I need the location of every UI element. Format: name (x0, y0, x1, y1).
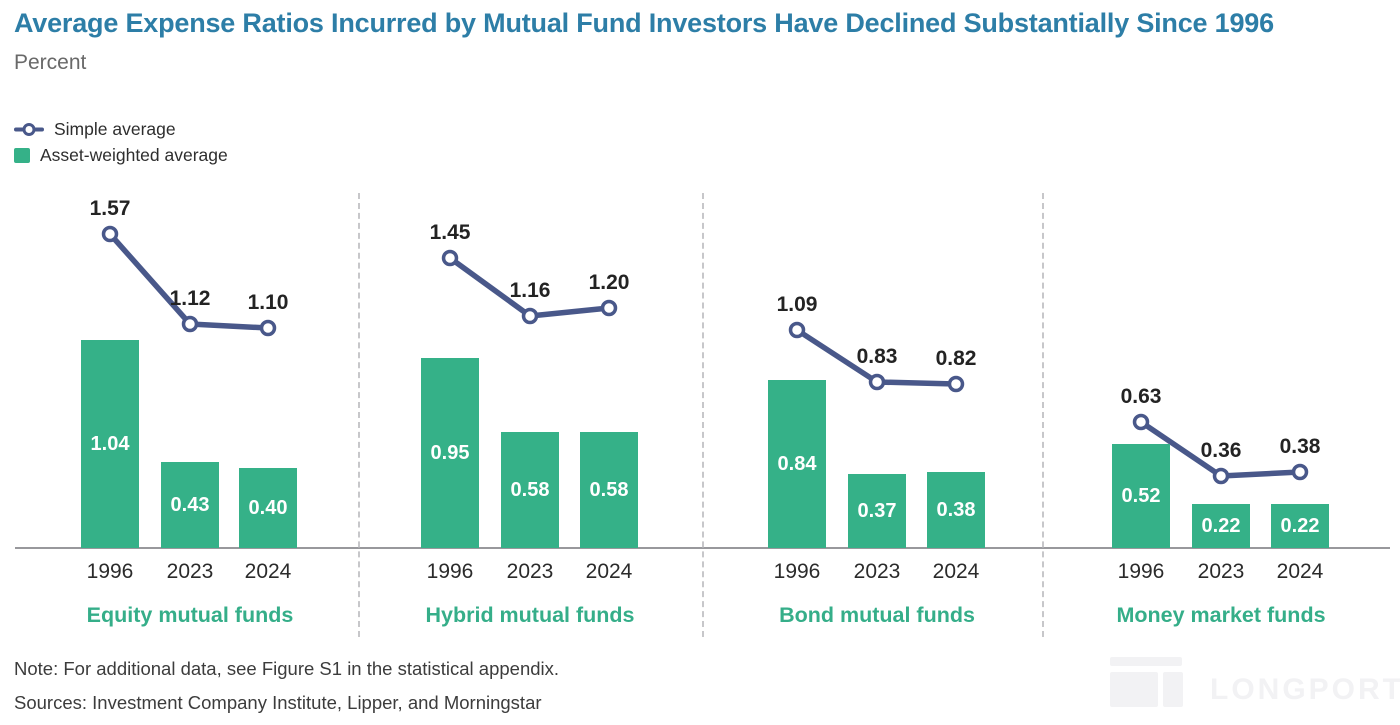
point-value-label-equity-mutual-funds-1996: 1.57 (89, 197, 131, 220)
bar-hybrid-mutual-funds-1996: 0.95 (421, 358, 479, 548)
point-value-label-money-market-funds-2024: 0.38 (1279, 435, 1321, 458)
bar-bond-mutual-funds-2024: 0.38 (927, 472, 985, 548)
bar-money-market-funds-1996: 0.52 (1112, 444, 1170, 548)
year-label-hybrid-mutual-funds-1996: 1996 (426, 560, 474, 583)
point-value-label-bond-mutual-funds-2023: 0.83 (856, 345, 898, 368)
year-label-money-market-funds-2023: 2023 (1197, 560, 1245, 583)
bar-value-label: 0.95 (430, 441, 470, 464)
note-text: Note: For additional data, see Figure S1… (14, 658, 560, 679)
line-point-bond-mutual-funds-2023 (868, 373, 886, 391)
point-value-label-money-market-funds-2023: 0.36 (1200, 439, 1242, 462)
bar-value-label: 0.58 (589, 478, 629, 501)
watermark-text: LONGPORT (1210, 673, 1400, 706)
line-point-money-market-funds-1996 (1132, 413, 1150, 431)
legend-label-simple-average: Simple average (54, 118, 176, 139)
panel-title-money-market-funds: Money market funds (1116, 603, 1326, 627)
bar-money-market-funds-2024: 0.22 (1271, 504, 1329, 548)
sources-text: Sources: Investment Company Institute, L… (14, 692, 542, 713)
year-label-equity-mutual-funds-2023: 2023 (166, 560, 214, 583)
bar-value-label: 0.40 (248, 496, 288, 519)
point-value-label-bond-mutual-funds-2024: 0.82 (935, 347, 977, 370)
point-value-label-money-market-funds-1996: 0.63 (1120, 385, 1162, 408)
bar-value-label: 0.22 (1201, 514, 1241, 537)
bar-equity-mutual-funds-2023: 0.43 (161, 462, 219, 548)
bar-money-market-funds-2023: 0.22 (1192, 504, 1250, 548)
line-marker-icon (14, 122, 44, 136)
year-label-bond-mutual-funds-2023: 2023 (853, 560, 901, 583)
panel-title-hybrid-mutual-funds: Hybrid mutual funds (425, 603, 635, 627)
year-label-equity-mutual-funds-1996: 1996 (86, 560, 134, 583)
panel-title-bond-mutual-funds: Bond mutual funds (779, 603, 975, 627)
bar-value-label: 1.04 (90, 432, 130, 455)
panel-divider-1 (357, 193, 360, 637)
axis-unit-label: Percent (14, 51, 87, 74)
bar-bond-mutual-funds-2023: 0.37 (848, 474, 906, 548)
line-point-bond-mutual-funds-2024 (947, 375, 965, 393)
square-marker-icon (14, 147, 30, 163)
legend: Simple average Asset-weighted average (14, 116, 228, 168)
bar-value-label: 0.58 (510, 478, 550, 501)
year-label-bond-mutual-funds-1996: 1996 (773, 560, 821, 583)
line-equity-mutual-funds (107, 231, 271, 331)
bar-bond-mutual-funds-1996: 0.84 (768, 380, 826, 548)
point-value-label-equity-mutual-funds-2024: 1.10 (247, 291, 289, 314)
point-value-label-bond-mutual-funds-1996: 1.09 (776, 293, 818, 316)
line-point-hybrid-mutual-funds-2024 (600, 299, 618, 317)
watermark-logo: LONGPORT (1105, 655, 1400, 710)
bar-value-label: 0.22 (1280, 514, 1320, 537)
year-label-equity-mutual-funds-2024: 2024 (244, 560, 292, 583)
panel-divider-3 (1042, 193, 1044, 637)
panel-title-equity-mutual-funds: Equity mutual funds (86, 603, 294, 627)
line-point-hybrid-mutual-funds-2023 (521, 307, 539, 325)
point-value-label-hybrid-mutual-funds-2023: 1.16 (509, 279, 551, 302)
bar-value-label: 0.52 (1121, 484, 1161, 507)
panel-divider-2 (702, 193, 704, 637)
bar-value-label: 0.38 (936, 498, 976, 521)
year-label-hybrid-mutual-funds-2024: 2024 (585, 560, 633, 583)
point-value-label-equity-mutual-funds-2023: 1.12 (169, 287, 211, 310)
bar-value-label: 0.84 (777, 452, 817, 475)
year-label-money-market-funds-2024: 2024 (1276, 560, 1324, 583)
bar-equity-mutual-funds-1996: 1.04 (81, 340, 139, 548)
line-point-money-market-funds-2024 (1291, 463, 1309, 481)
bar-equity-mutual-funds-2024: 0.40 (239, 468, 297, 548)
point-value-label-hybrid-mutual-funds-2024: 1.20 (588, 271, 630, 294)
year-label-bond-mutual-funds-2024: 2024 (932, 560, 980, 583)
line-point-equity-mutual-funds-2024 (259, 319, 277, 337)
line-point-bond-mutual-funds-1996 (788, 321, 806, 339)
line-point-equity-mutual-funds-2023 (181, 315, 199, 333)
legend-label-asset-weighted-average: Asset-weighted average (40, 144, 228, 165)
point-value-label-hybrid-mutual-funds-1996: 1.45 (429, 221, 471, 244)
line-point-hybrid-mutual-funds-1996 (441, 249, 459, 267)
bar-hybrid-mutual-funds-2024: 0.58 (580, 432, 638, 548)
year-label-money-market-funds-1996: 1996 (1117, 560, 1165, 583)
line-point-equity-mutual-funds-1996 (101, 225, 119, 243)
year-label-hybrid-mutual-funds-2023: 2023 (506, 560, 554, 583)
page-title: Average Expense Ratios Incurred by Mutua… (14, 8, 1274, 38)
bar-hybrid-mutual-funds-2023: 0.58 (501, 432, 559, 548)
bar-value-label: 0.37 (857, 499, 897, 522)
legend-item-asset-weighted-average: Asset-weighted average (14, 142, 228, 168)
legend-item-simple-average: Simple average (14, 116, 228, 142)
bar-value-label: 0.43 (170, 493, 210, 516)
line-point-money-market-funds-2023 (1212, 467, 1230, 485)
